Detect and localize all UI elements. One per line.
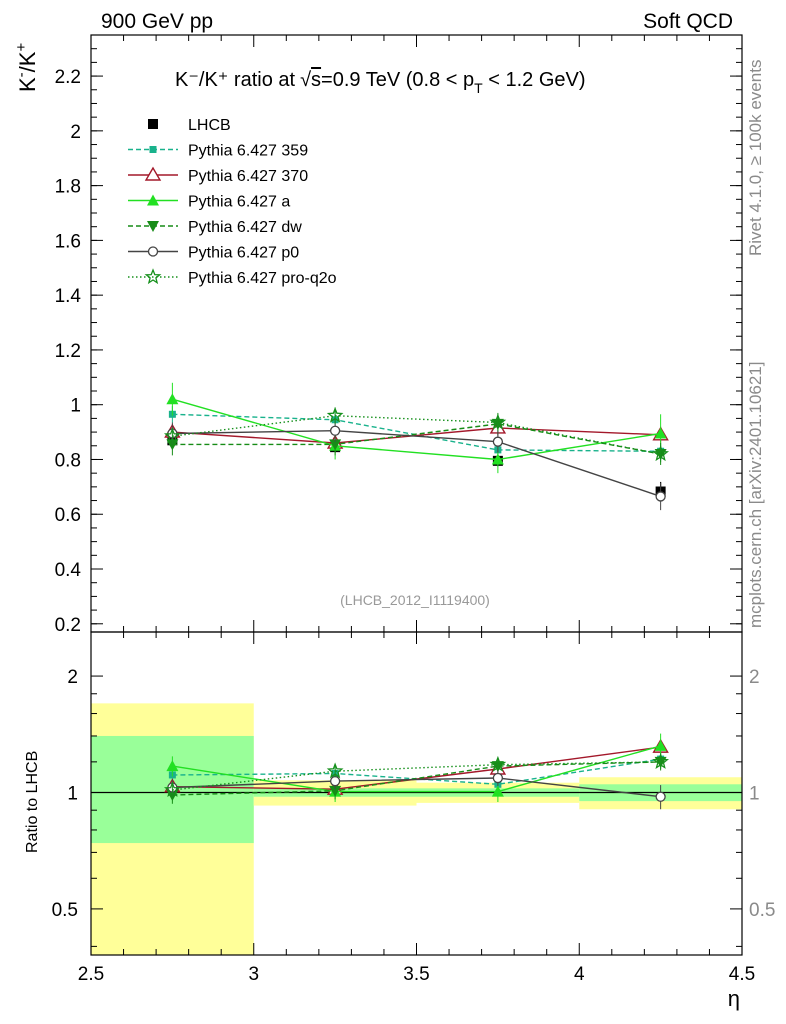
legend-label-3: Pythia 6.427 dw <box>188 219 302 236</box>
ratio-ytick-label-right: 1 <box>749 783 760 804</box>
ratio-line-4 <box>172 777 661 798</box>
series-point-4 <box>492 436 504 447</box>
series-point-5 <box>326 406 344 423</box>
series-line-3 <box>172 423 661 455</box>
ratio-y-axis-label: Ratio to LHCB <box>24 751 41 853</box>
ratio-line-2 <box>172 745 661 793</box>
ratio-ytick-label-right: 2 <box>749 667 760 688</box>
legend-marker-2 <box>147 194 159 206</box>
series-point-2 <box>654 427 667 439</box>
ratio-point-2 <box>166 760 179 772</box>
series-line-0 <box>172 413 661 452</box>
legend-marker-lhcb <box>148 119 158 129</box>
main-y-axis-label: K-/K+ <box>13 43 40 92</box>
ratio-ytick-label: 2 <box>67 667 78 688</box>
ratio-point-3 <box>329 785 342 797</box>
series-point-4 <box>655 491 666 502</box>
main-ytick-label: 0.6 <box>55 505 81 526</box>
ratio-ytick-label: 1 <box>67 783 78 804</box>
series-point-2 <box>166 393 179 405</box>
ratio-bands <box>91 703 742 955</box>
ratio-point-4 <box>655 791 666 802</box>
main-title: K⁻/K⁺ ratio at √s=0.9 TeV (0.8 < pT < 1.2… <box>175 69 586 96</box>
main-ytick-label: 1 <box>70 396 81 417</box>
ratio-line-5 <box>172 761 661 791</box>
legend: LHCB Pythia 6.427 359 Pythia 6.427 370 Pyth… <box>128 117 337 287</box>
series-point-4 <box>329 425 341 436</box>
series-line-4 <box>172 429 661 498</box>
ratio-point-5 <box>326 762 344 779</box>
series-point-5 <box>163 427 181 444</box>
series-point-3 <box>329 439 342 451</box>
legend-label-1: Pythia 6.427 370 <box>188 168 308 185</box>
main-ytick-label: 1.4 <box>55 286 82 307</box>
ratio-point-5 <box>652 753 669 769</box>
main-ytick-label: 1.8 <box>55 177 81 198</box>
ratio-point-2 <box>654 739 667 751</box>
legend-label-lhcb: LHCB <box>188 117 231 134</box>
ratio-point-4 <box>492 772 504 784</box>
ratio-ytick-label: 0.5 <box>52 900 78 921</box>
legend-label-4: Pythia 6.427 p0 <box>188 245 299 262</box>
x-tick-label: 4 <box>574 964 585 985</box>
ratio-point-4 <box>329 775 341 787</box>
main-ytick-label: 0.2 <box>55 615 81 636</box>
svg-text:K-/K+: K-/K+ <box>13 43 40 92</box>
x-axis-label: η <box>728 986 740 1011</box>
ratio-point-5 <box>163 781 181 798</box>
main-axes: 0.2 0.4 0.6 0.8 1 1.2 1.4 1.6 1.8 2 2.2 <box>55 34 743 636</box>
series-point-3 <box>166 439 179 451</box>
main-ytick-label: 2 <box>70 122 81 143</box>
ratio-point-2 <box>491 785 504 797</box>
ratio-axes: 0.5 0.5 1 1 2 2 2.5 3 3.5 4 4.5 <box>52 631 775 985</box>
legend-marker-0 <box>149 146 157 153</box>
main-ytick-label: 0.8 <box>55 450 81 471</box>
x-tick-label: 3 <box>248 964 259 985</box>
x-tick-label: 4.5 <box>729 964 755 985</box>
ratio-point-5 <box>489 755 507 772</box>
series-point-2 <box>491 453 504 465</box>
series-line-2 <box>172 398 661 461</box>
rivet-label: Rivet 4.1.0, ≥ 100k events <box>746 60 765 256</box>
legend-label-5: Pythia 6.427 pro-q2o <box>188 270 337 287</box>
ratio-ytick-label-right: 0.5 <box>749 900 775 921</box>
series-point-5 <box>489 413 507 430</box>
x-tick-label: 2.5 <box>78 964 104 985</box>
legend-label-2: Pythia 6.427 a <box>188 194 290 211</box>
legend-marker-5 <box>144 268 162 285</box>
ratio-series <box>163 733 669 810</box>
main-ytick-label: 1.6 <box>55 231 81 252</box>
legend-marker-4 <box>147 246 159 257</box>
mcplots-label: mcplots.cern.ch [arXiv:2401.10621] <box>746 362 765 628</box>
header-right: Soft QCD <box>643 10 733 33</box>
series-point-5 <box>652 445 670 462</box>
main-ytick-label: 0.4 <box>55 560 82 581</box>
x-tick-label: 3.5 <box>403 964 429 985</box>
series-line-5 <box>172 414 661 455</box>
main-ytick-label: 1.2 <box>55 341 81 362</box>
legend-marker-1 <box>144 166 162 181</box>
legend-label-0: Pythia 6.427 359 <box>188 143 308 160</box>
main-ytick-label: 2.2 <box>55 67 81 88</box>
main-series <box>163 382 670 511</box>
header-left: 900 GeV pp <box>101 10 213 33</box>
legend-marker-3 <box>147 221 159 232</box>
analysis-watermark: (LHCB_2012_I1119400) <box>340 592 490 608</box>
